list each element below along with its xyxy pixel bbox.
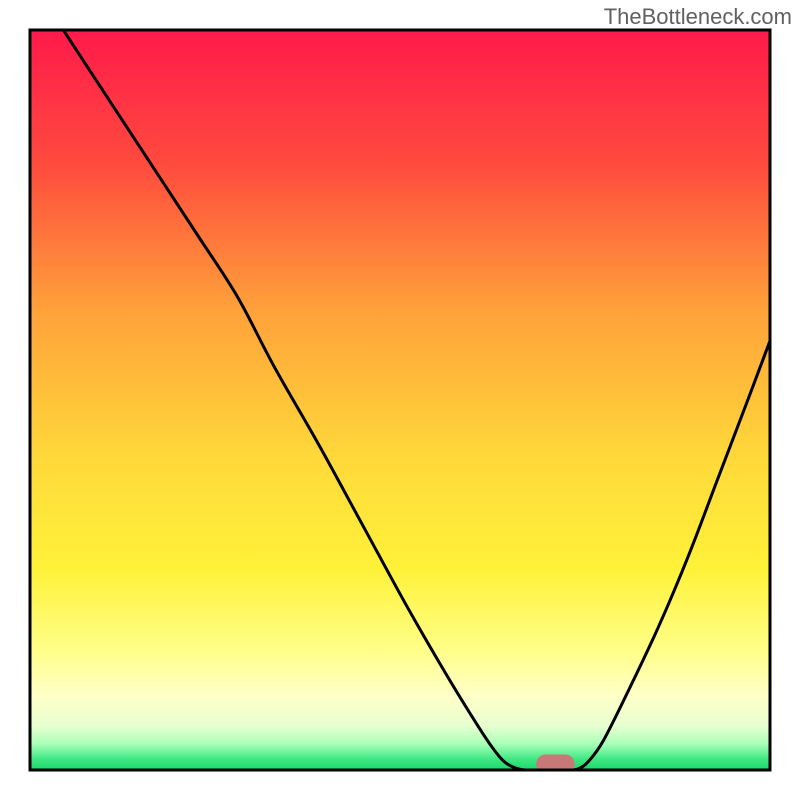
watermark-text: TheBottleneck.com: [604, 4, 792, 30]
figure-container: TheBottleneck.com: [0, 0, 800, 800]
bottleneck-curve-chart: [0, 0, 800, 800]
gradient-background: [30, 30, 770, 770]
